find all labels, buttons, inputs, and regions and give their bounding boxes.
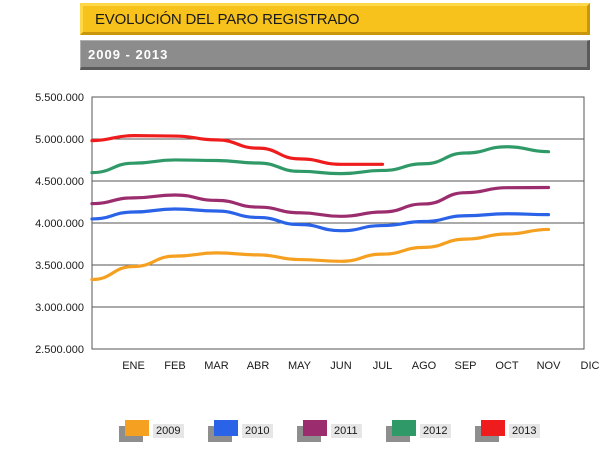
subtitle-bar: 2009 - 2013 xyxy=(80,40,590,70)
x-tick-label: MAR xyxy=(204,360,229,372)
y-tick-label: 4.000.000 xyxy=(35,218,84,230)
legend-label: 2011 xyxy=(331,424,362,438)
x-axis-ticks: ENE FEB MAR ABR MAY JUN JUL AGO SEP OCT NOV DIC xyxy=(122,360,599,372)
x-tick-label: NOV xyxy=(537,360,562,372)
x-tick-label: JUN xyxy=(330,360,351,372)
series-line-2012 xyxy=(90,145,551,176)
x-tick-label: AGO xyxy=(412,360,437,372)
legend-label: 2009 xyxy=(153,424,185,438)
legend-swatch xyxy=(481,420,505,436)
series-line-2013 xyxy=(90,134,385,166)
series-line-2010 xyxy=(90,207,551,233)
legend-swatch xyxy=(125,420,149,436)
x-tick-label: DIC xyxy=(581,360,600,372)
grid-lines xyxy=(92,138,584,308)
legend-swatch xyxy=(392,420,416,436)
y-tick-label: 3.000.000 xyxy=(35,302,84,314)
x-tick-label: ENE xyxy=(122,360,145,372)
x-tick-label: FEB xyxy=(164,360,185,372)
legend-label: 2013 xyxy=(509,424,541,438)
y-tick-label: 2.500.000 xyxy=(35,344,84,356)
y-tick-label: 5.000.000 xyxy=(35,134,84,146)
x-tick-label: SEP xyxy=(454,360,476,372)
series-lines xyxy=(90,134,551,282)
y-axis-ticks: 2.500.000 3.000.000 3.500.000 4.000.000 4.50… xyxy=(35,92,84,356)
y-tick-label: 4.500.000 xyxy=(35,176,84,188)
title-bar: EVOLUCIÓN DEL PARO REGISTRADO xyxy=(80,3,590,35)
legend-swatch xyxy=(303,420,327,436)
x-tick-label: OCT xyxy=(495,360,519,372)
legend-swatch xyxy=(214,420,238,436)
series-line-2011 xyxy=(90,185,551,218)
y-tick-label: 3.500.000 xyxy=(35,260,84,272)
chart-subtitle: 2009 - 2013 xyxy=(88,47,169,62)
x-tick-label: ABR xyxy=(247,360,270,372)
chart-title: EVOLUCIÓN DEL PARO REGISTRADO xyxy=(95,11,360,28)
line-chart: 2.500.000 3.000.000 3.500.000 4.000.000 4.50… xyxy=(35,92,599,372)
x-tick-label: MAY xyxy=(288,360,312,372)
legend: 2009 2010 2011 2012 2013 xyxy=(0,420,610,449)
x-tick-label: JUL xyxy=(373,360,393,372)
legend-label: 2012 xyxy=(420,424,452,438)
series-line-2009 xyxy=(90,227,551,282)
legend-label: 2010 xyxy=(242,424,274,438)
y-tick-label: 5.500.000 xyxy=(35,92,84,104)
